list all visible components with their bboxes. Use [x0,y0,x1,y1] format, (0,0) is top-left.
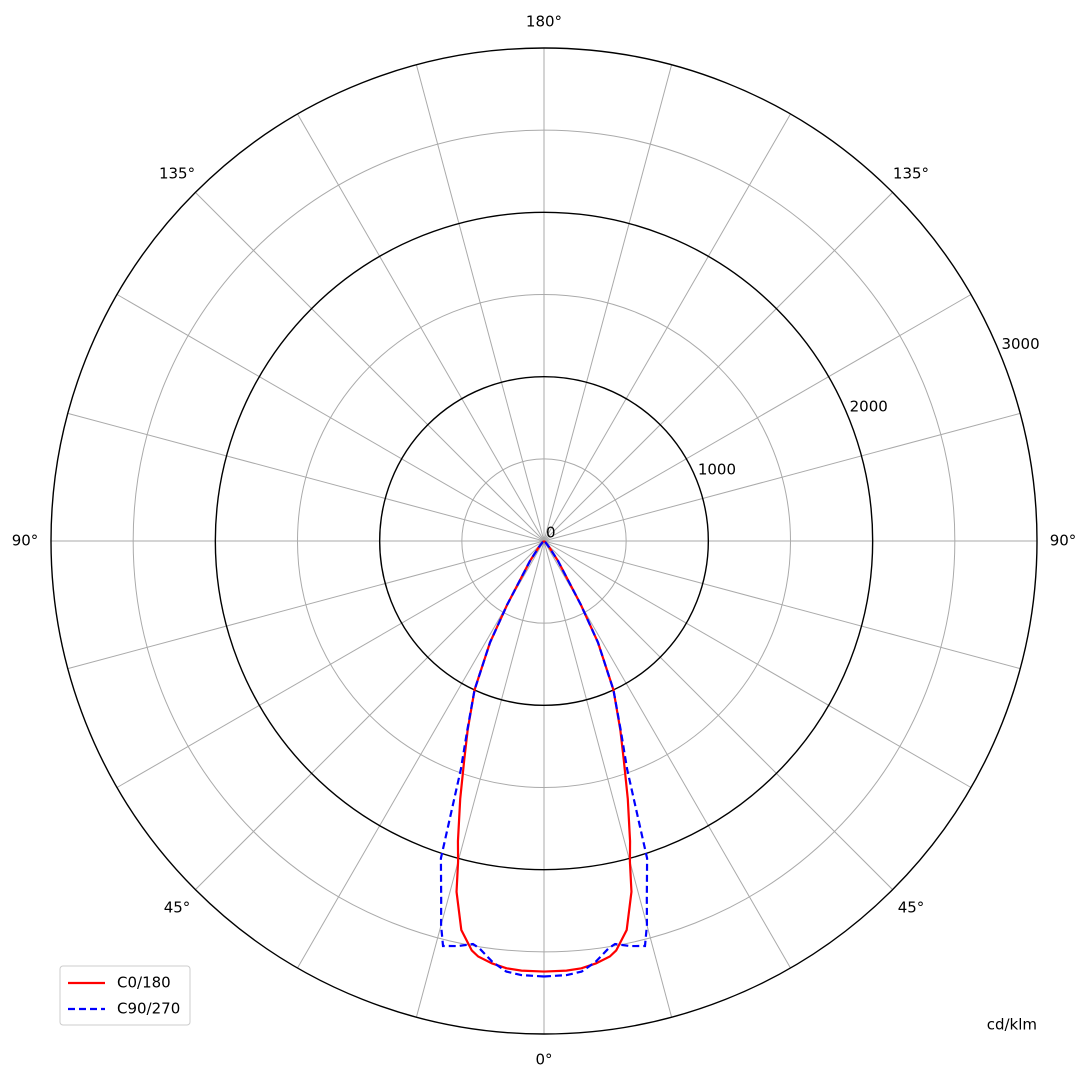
ring [378,375,710,707]
r-tick-label: 1000 [698,461,736,479]
ring [214,211,874,871]
r-tick-label: 2000 [850,398,888,416]
series-line [439,540,545,978]
minor-ring [297,294,791,788]
legend-label: C90/270 [117,1000,180,1018]
theta-tick-label: 135° [893,165,929,183]
legend-box [59,965,191,1026]
theta-tick-label: 0° [535,1051,552,1069]
series-line [455,540,545,973]
theta-tick-label: 45° [164,898,191,916]
r-unit: cd/klm [987,1016,1037,1034]
theta-tick-label: 90° [1050,532,1077,550]
legend-label: C0/180 [117,974,171,992]
r-tick-label: 0 [546,524,556,542]
series-line [543,540,649,978]
theta-tick-label: 45° [898,898,925,916]
minor-ring [461,458,627,624]
theta-tick-label: 180° [526,13,562,31]
series-line [543,540,633,973]
theta-tick-label: 135° [159,165,195,183]
r-tick-label: 3000 [1001,335,1039,353]
theta-tick-label: 90° [12,532,39,550]
ring [50,47,1038,1035]
minor-ring [132,129,956,953]
